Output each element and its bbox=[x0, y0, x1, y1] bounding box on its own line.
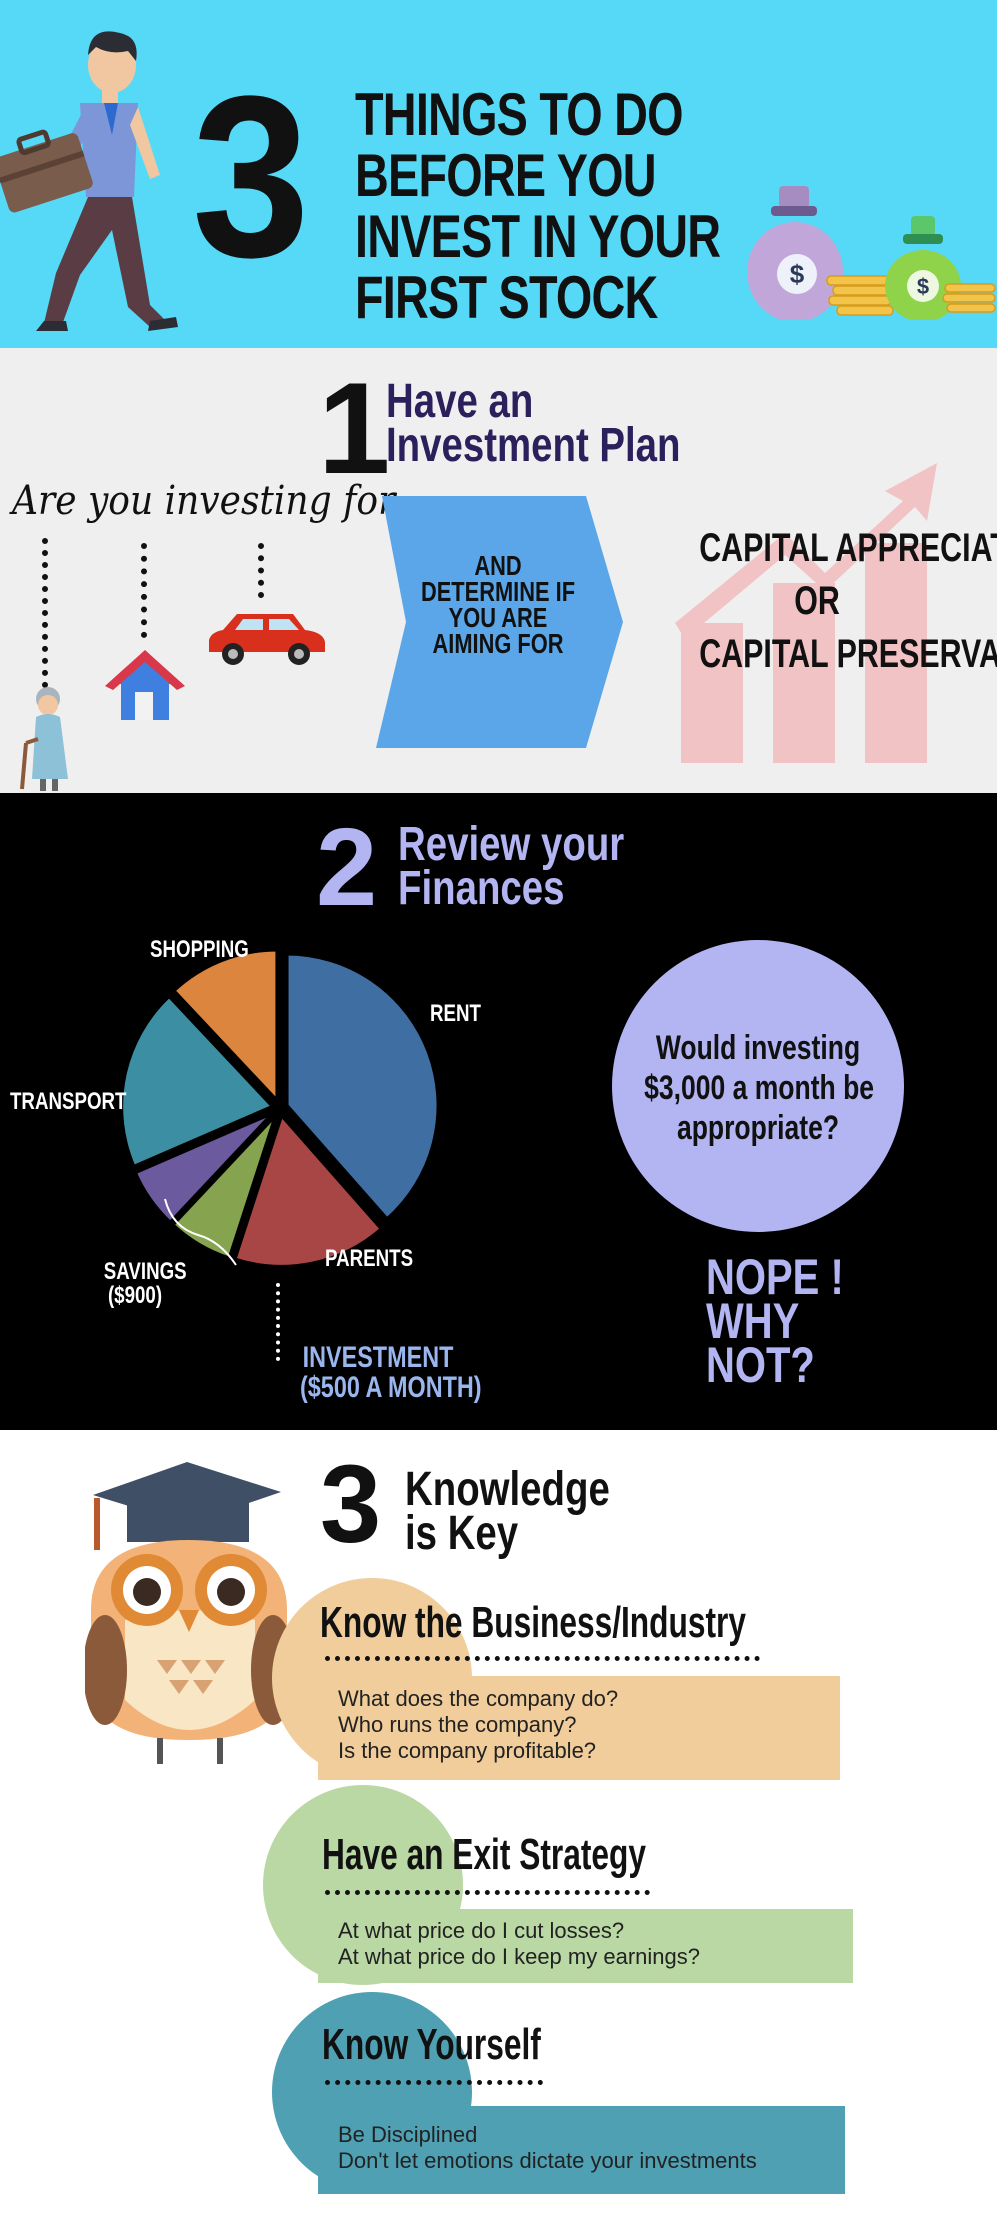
elderly-woman-icon bbox=[20, 687, 68, 791]
step3-section: 3 Knowledge is Key Know the Business/Ind… bbox=[0, 1430, 997, 2217]
step2-title-line: Finances bbox=[398, 862, 565, 915]
option-capital-appreciation: CAPITAL APPRECIATION bbox=[699, 526, 997, 570]
step1-title-line: Have an bbox=[386, 375, 534, 428]
dotted-underline bbox=[325, 1656, 760, 1661]
pie-label-parents: PARENTS bbox=[325, 1245, 414, 1272]
option-capital-preservation: CAPITAL PRESERVATION bbox=[699, 632, 997, 676]
businessman-walking-icon bbox=[0, 31, 178, 331]
expense-pie-chart bbox=[119, 947, 441, 1269]
step2-title-line: Review your bbox=[398, 818, 625, 871]
pie-slice-rent bbox=[284, 951, 441, 1223]
header-title-line: THINGS TO DO bbox=[355, 81, 684, 148]
knowledge-lines: What does the company do? Who runs the c… bbox=[338, 1686, 619, 1763]
dotted-underline bbox=[325, 1890, 650, 1895]
coin-stack-icon bbox=[826, 275, 896, 316]
dotted-connector bbox=[42, 538, 48, 688]
chevron-line: YOU ARE bbox=[448, 602, 548, 633]
pie-slice-investment bbox=[169, 1112, 279, 1262]
savings-leader-line bbox=[164, 1198, 237, 1266]
answer-text: NOPE ! WHY NOT? bbox=[706, 1249, 844, 1393]
chevron-line: AIMING FOR bbox=[432, 628, 564, 659]
knowledge-heading: Know the Business/Industry bbox=[320, 1598, 746, 1647]
svg-text:$: $ bbox=[790, 259, 805, 289]
money-bag-green-icon: $ bbox=[885, 216, 961, 320]
step2-section: 2 Review your Finances SHOPPING RENT TRA… bbox=[0, 793, 997, 1430]
money-bag-purple-icon: $ bbox=[747, 186, 843, 320]
car-icon bbox=[209, 614, 325, 665]
header-number: 3 bbox=[192, 48, 310, 305]
knowledge-heading: Have an Exit Strategy bbox=[322, 1830, 646, 1879]
knowledge-box bbox=[318, 1909, 853, 1983]
step3-title-line: Knowledge bbox=[405, 1463, 610, 1516]
step3-title: Knowledge is Key bbox=[405, 1463, 661, 1560]
dotted-connector bbox=[258, 543, 264, 598]
step1-question: Are you investing for bbox=[12, 478, 396, 524]
header-title-line: INVEST IN YOUR bbox=[355, 203, 721, 270]
money-bags-icon: $ $ bbox=[747, 186, 996, 320]
chevron-line: DETERMINE IF bbox=[420, 576, 576, 607]
step1-number: 1 bbox=[318, 355, 391, 501]
step1-title-line: Investment Plan bbox=[386, 419, 681, 472]
step1-title: Have an Investment Plan bbox=[386, 375, 754, 472]
house-icon bbox=[105, 650, 185, 720]
knowledge-lines: Be Disciplined Don't let emotions dictat… bbox=[338, 2122, 757, 2173]
pie-label-savings: SAVINGS ($900) bbox=[103, 1258, 187, 1309]
step2-title: Review your Finances bbox=[398, 818, 681, 915]
pie-label-shopping: SHOPPING bbox=[150, 936, 249, 963]
pie-slice-transport bbox=[119, 992, 277, 1170]
knowledge-box bbox=[318, 2106, 845, 2194]
header-title-line: FIRST STOCK bbox=[355, 264, 658, 331]
dotted-connector bbox=[141, 543, 147, 638]
chevron-text: AND DETERMINE IF YOU ARE AIMING FOR bbox=[393, 550, 603, 659]
step1-section: 1 Have an Investment Plan Are you invest… bbox=[0, 348, 997, 793]
header-banner: 3 THINGS TO DO BEFORE YOU INVEST IN YOUR… bbox=[0, 0, 997, 348]
step2-number: 2 bbox=[316, 806, 378, 929]
chevron-arrow-shape bbox=[376, 496, 623, 748]
svg-text:$: $ bbox=[917, 274, 929, 299]
dotted-underline bbox=[325, 2080, 543, 2085]
header-title: THINGS TO DO BEFORE YOU INVEST IN YOUR F… bbox=[355, 84, 823, 328]
pie-slice-savings bbox=[132, 1110, 276, 1226]
header-title-line: BEFORE YOU bbox=[355, 142, 657, 209]
pie-label-rent: RENT bbox=[430, 1000, 481, 1027]
knowledge-lines: At what price do I cut losses? At what p… bbox=[338, 1918, 700, 1969]
chevron-line: AND bbox=[474, 550, 522, 581]
option-or: OR bbox=[794, 579, 840, 623]
step3-title-line: is Key bbox=[405, 1507, 519, 1560]
pie-label-investment: INVESTMENT ($500 A MONTH) bbox=[300, 1341, 482, 1404]
capital-options: CAPITAL APPRECIATION OR CAPITAL PRESERVA… bbox=[662, 526, 997, 677]
pie-slice-parents bbox=[231, 1110, 385, 1269]
knowledge-heading: Know Yourself bbox=[322, 2020, 541, 2069]
owl-graduate-icon bbox=[85, 1462, 295, 1764]
step3-number: 3 bbox=[320, 1443, 382, 1566]
question-text: Would investing $3,000 a month be approp… bbox=[644, 1029, 875, 1147]
investment-leader-dots bbox=[276, 1283, 280, 1361]
growth-chart-icon bbox=[675, 463, 937, 763]
question-bubble bbox=[612, 940, 904, 1232]
pie-slice-shopping bbox=[170, 947, 280, 1107]
pie-label-transport: TRANSPORT bbox=[10, 1088, 127, 1115]
knowledge-box bbox=[318, 1676, 840, 1780]
